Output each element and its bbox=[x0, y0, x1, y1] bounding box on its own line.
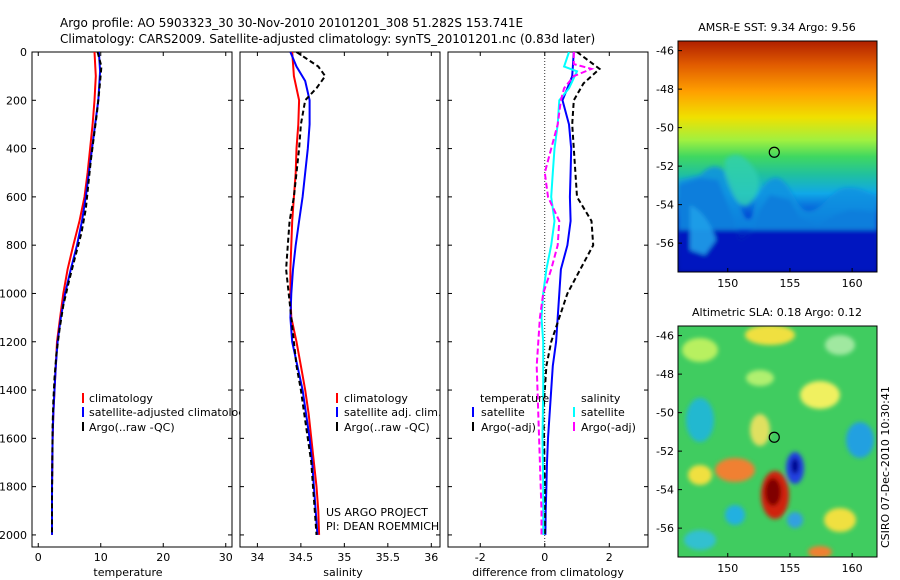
sst-map-frame bbox=[677, 40, 878, 273]
series-argo-raw-qc- bbox=[51, 52, 103, 535]
sst-xtick-label: 155 bbox=[779, 277, 800, 290]
sla-map-title: Altimetric SLA: 0.18 Argo: 0.12 bbox=[692, 306, 862, 319]
temperature-legend-1: climatology bbox=[89, 392, 153, 405]
sst-ytick-label: -48 bbox=[656, 83, 674, 96]
salinity-legend: climatology satellite adj. clim. Argo(..… bbox=[336, 392, 441, 434]
sst-ytick-label: -50 bbox=[656, 122, 674, 135]
temperature-xtick-label: 30 bbox=[219, 551, 233, 564]
temperature-legend: climatology satellite-adjusted climatolo… bbox=[82, 392, 245, 434]
salinity-xlabel: salinity bbox=[323, 566, 363, 579]
temperature-xtick-label: 20 bbox=[156, 551, 170, 564]
salinity-xtick-label: 35 bbox=[337, 551, 351, 564]
difference-xtick-label: 0 bbox=[541, 551, 548, 564]
depth-tick-label: 1800 bbox=[0, 481, 27, 494]
sla-xtick-label: 155 bbox=[779, 562, 800, 575]
depth-tick-label: 800 bbox=[6, 239, 27, 252]
salinity-xtick-label: 34 bbox=[250, 551, 264, 564]
sla-profile-marker bbox=[768, 431, 780, 443]
header-line2: Climatology: CARS2009. Satellite-adjuste… bbox=[60, 32, 595, 46]
sla-ytick-label: -48 bbox=[656, 368, 674, 381]
depth-tick-label: 1400 bbox=[0, 384, 27, 397]
depth-tick-label: 1200 bbox=[0, 336, 27, 349]
depth-tick-label: 1000 bbox=[0, 287, 27, 300]
sla-ytick-label: -56 bbox=[656, 522, 674, 535]
salinity-xtick-label: 36 bbox=[424, 551, 438, 564]
difference-panel: -2 0 2 difference from climatology tempera… bbox=[447, 51, 649, 579]
header-line1: Argo profile: AO 5903323_30 30-Nov-2010 … bbox=[60, 16, 523, 30]
series-salinity-argo-adj- bbox=[535, 52, 595, 535]
difference-xtick-label: 2 bbox=[606, 551, 613, 564]
side-timestamp: CSIRO 07-Dec-2010 10:30:41 bbox=[879, 386, 892, 548]
temperature-xtick-label: 10 bbox=[94, 551, 108, 564]
credit-line2: PI: DEAN ROEMMICH bbox=[326, 520, 439, 533]
sst-map-title: AMSR-E SST: 9.34 Argo: 9.56 bbox=[698, 21, 856, 34]
legend-temperature-title: temperature bbox=[480, 392, 549, 405]
temperature-legend-3: Argo(..raw -QC) bbox=[89, 421, 175, 434]
difference-axes bbox=[447, 51, 649, 548]
salinity-axes bbox=[239, 51, 441, 548]
temperature-legend-2: satellite-adjusted climatolog bbox=[89, 406, 245, 419]
sla-ytick-label: -46 bbox=[656, 330, 674, 343]
series-argo-raw-qc- bbox=[285, 52, 327, 535]
sla-map: Altimetric SLA: 0.18 Argo: 0.12 bbox=[656, 306, 878, 575]
temperature-xtick-label: 0 bbox=[35, 551, 42, 564]
sla-xtick-label: 150 bbox=[717, 562, 738, 575]
sst-ytick-label: -56 bbox=[656, 237, 674, 250]
series-salinity-satellite bbox=[540, 52, 579, 535]
temperature-panel: 0 10 20 30 0 200 400 600 800 1000 1200 1400 1600 1800… bbox=[0, 46, 245, 579]
depth-tick-label: 200 bbox=[6, 94, 27, 107]
series-satellite-adj-clim- bbox=[289, 52, 319, 535]
sla-map-frame bbox=[677, 325, 878, 558]
depth-tick-label: 600 bbox=[6, 191, 27, 204]
temperature-xlabel: temperature bbox=[93, 566, 162, 579]
sla-ytick-label: -52 bbox=[656, 445, 674, 458]
legend-temperature-satellite: satellite bbox=[481, 406, 525, 419]
sst-map: AMSR-E SST: 9.34 Argo: 9.56 150 155 160 -46… bbox=[656, 21, 878, 290]
series-temperature-satellite bbox=[544, 52, 575, 535]
depth-tick-label: 1600 bbox=[0, 432, 27, 445]
depth-tick-label: 400 bbox=[6, 143, 27, 156]
sst-profile-marker bbox=[768, 146, 780, 158]
sst-ytick-label: -52 bbox=[656, 160, 674, 173]
sst-cold-intrusions bbox=[678, 154, 877, 272]
difference-legend: temperature satellite Argo(-adj) salinit… bbox=[472, 392, 636, 434]
legend-salinity-satellite: satellite bbox=[581, 406, 625, 419]
sst-xtick-label: 160 bbox=[842, 277, 863, 290]
credit-line1: US ARGO PROJECT bbox=[326, 506, 428, 519]
sst-ytick-label: -46 bbox=[656, 45, 674, 58]
sla-anomaly-blobs bbox=[682, 326, 874, 557]
legend-salinity-title: salinity bbox=[581, 392, 621, 405]
salinity-xtick-label: 35.5 bbox=[376, 551, 401, 564]
difference-xtick-label: -2 bbox=[475, 551, 486, 564]
difference-xlabel: difference from climatology bbox=[472, 566, 624, 579]
salinity-legend-1: climatology bbox=[344, 392, 408, 405]
salinity-panel: 34 34.5 35 35.5 36 salinity climatology sate… bbox=[239, 51, 441, 579]
sst-xtick-label: 150 bbox=[717, 277, 738, 290]
depth-tick-label: 2000 bbox=[0, 529, 27, 542]
salinity-legend-2: satellite adj. clim. bbox=[344, 406, 441, 419]
depth-tick-label: 0 bbox=[20, 46, 27, 59]
sla-xtick-label: 160 bbox=[842, 562, 863, 575]
sla-ytick-label: -50 bbox=[656, 407, 674, 420]
salinity-legend-3: Argo(..raw -QC) bbox=[344, 421, 430, 434]
legend-salinity-argo: Argo(-adj) bbox=[581, 421, 636, 434]
sla-ytick-label: -54 bbox=[656, 484, 674, 497]
sst-ytick-label: -54 bbox=[656, 199, 674, 212]
salinity-xtick-label: 34.5 bbox=[289, 551, 314, 564]
legend-temperature-argo: Argo(-adj) bbox=[481, 421, 536, 434]
